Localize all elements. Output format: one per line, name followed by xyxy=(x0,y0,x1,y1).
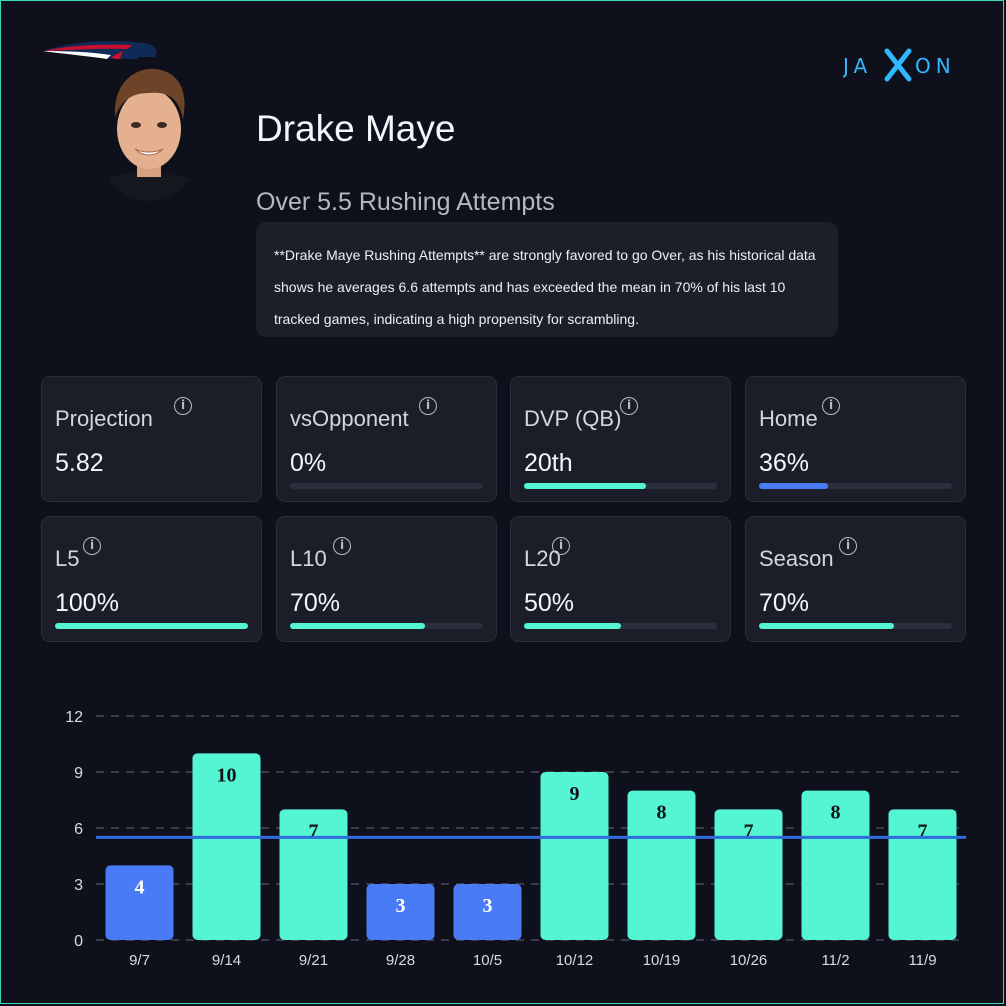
metric-value: 5.82 xyxy=(55,449,104,477)
metric-card: L10 i 70% xyxy=(276,516,497,642)
metric-value: 70% xyxy=(759,589,810,617)
x-tick-label: 9/28 xyxy=(386,952,415,969)
analysis-summary: **Drake Maye Rushing Attempts** are stro… xyxy=(256,222,838,337)
bar-value-label: 3 xyxy=(396,895,406,917)
x-tick-label: 9/14 xyxy=(212,952,241,969)
x-tick-label: 10/12 xyxy=(556,952,594,969)
info-icon[interactable]: i xyxy=(174,397,192,415)
bar xyxy=(105,865,174,940)
metric-progress-track xyxy=(290,623,483,629)
metric-progress-track xyxy=(290,483,483,489)
metric-progress-track xyxy=(524,483,717,489)
metric-progress-fill xyxy=(759,623,895,629)
metric-label: Season xyxy=(759,546,834,571)
bar-value-label: 7 xyxy=(918,820,928,842)
metric-progress-fill xyxy=(524,623,621,629)
rushing-attempts-chart: 0 3 6 9 12 4 9/7 10 9/14 7 9/21 3 9/28 3 10/5 9 10/12 8 10… xyxy=(65,709,966,969)
info-icon[interactable]: i xyxy=(83,537,101,555)
svg-text:JA: JA xyxy=(843,54,872,78)
metric-progress-track xyxy=(759,623,952,629)
player-headshot-icon xyxy=(99,59,199,201)
metric-label: DVP (QB) xyxy=(524,406,622,431)
jaxon-logo-icon: JA ON xyxy=(841,48,956,82)
metric-progress-fill xyxy=(55,623,248,629)
bar xyxy=(192,753,261,940)
y-tick-label: 9 xyxy=(74,765,83,782)
info-icon[interactable]: i xyxy=(552,537,570,555)
metric-card: Season i 70% xyxy=(745,516,966,642)
bar xyxy=(279,809,348,940)
player-avatar xyxy=(99,59,199,201)
metric-value: 100% xyxy=(55,589,119,617)
bar-value-label: 7 xyxy=(744,820,754,842)
x-tick-label: 11/2 xyxy=(821,952,849,969)
metric-progress-fill xyxy=(759,483,829,489)
metric-progress-track xyxy=(759,483,952,489)
info-icon[interactable]: i xyxy=(822,397,840,415)
metric-progress-fill xyxy=(290,623,426,629)
metric-progress-track xyxy=(524,623,717,629)
metric-value: 0% xyxy=(290,449,327,477)
metric-card: DVP (QB) i 20th xyxy=(510,376,731,502)
bar-value-label: 8 xyxy=(831,802,841,824)
metric-card: Projection i 5.82 xyxy=(41,376,262,502)
prop-line: Over 5.5 Rushing Attempts xyxy=(256,188,555,216)
x-tick-label: 9/7 xyxy=(129,952,150,969)
x-tick-label: 10/19 xyxy=(643,952,681,969)
bar xyxy=(366,884,435,940)
metric-label: vsOpponent xyxy=(290,406,409,431)
metric-progress-track xyxy=(55,623,248,629)
bar xyxy=(888,809,957,940)
metric-label: Home xyxy=(759,406,818,431)
metric-progress-fill xyxy=(524,483,646,489)
patriots-logo-icon xyxy=(43,41,157,73)
metric-card: Home i 36% xyxy=(745,376,966,502)
y-tick-label: 6 xyxy=(74,821,83,838)
info-icon[interactable]: i xyxy=(620,397,638,415)
bar xyxy=(627,790,696,940)
metric-label: L10 xyxy=(290,546,327,571)
x-tick-label: 10/5 xyxy=(473,952,502,969)
bar-value-label: 4 xyxy=(135,876,145,898)
x-tick-label: 11/9 xyxy=(908,952,936,969)
y-tick-label: 0 xyxy=(74,933,83,950)
metric-card: L20 i 50% xyxy=(510,516,731,642)
info-icon[interactable]: i xyxy=(839,537,857,555)
player-name: Drake Maye xyxy=(256,108,456,149)
metric-label: L5 xyxy=(55,546,80,571)
info-icon[interactable]: i xyxy=(333,537,351,555)
bar-value-label: 7 xyxy=(309,820,319,842)
metric-card: vsOpponent i 0% xyxy=(276,376,497,502)
metric-card: L5 i 100% xyxy=(41,516,262,642)
y-tick-label: 12 xyxy=(65,709,83,726)
info-icon[interactable]: i xyxy=(419,397,437,415)
y-tick-label: 3 xyxy=(74,877,83,894)
metric-value: 50% xyxy=(524,589,575,617)
metric-value: 36% xyxy=(759,449,810,477)
bar xyxy=(540,772,609,940)
bar xyxy=(801,790,870,940)
bar-value-label: 10 xyxy=(217,764,237,786)
bar-value-label: 9 xyxy=(570,783,580,805)
bar xyxy=(453,884,522,940)
metric-label: Projection xyxy=(55,406,153,431)
bar-value-label: 3 xyxy=(483,895,493,917)
metric-value: 70% xyxy=(290,589,341,617)
x-tick-label: 10/26 xyxy=(730,952,768,969)
bar xyxy=(714,809,783,940)
bar-value-label: 8 xyxy=(657,802,667,824)
x-tick-label: 9/21 xyxy=(299,952,328,969)
svg-text:ON: ON xyxy=(915,54,956,78)
metric-value: 20th xyxy=(524,449,573,477)
brand-logo: JA ON xyxy=(841,45,963,85)
